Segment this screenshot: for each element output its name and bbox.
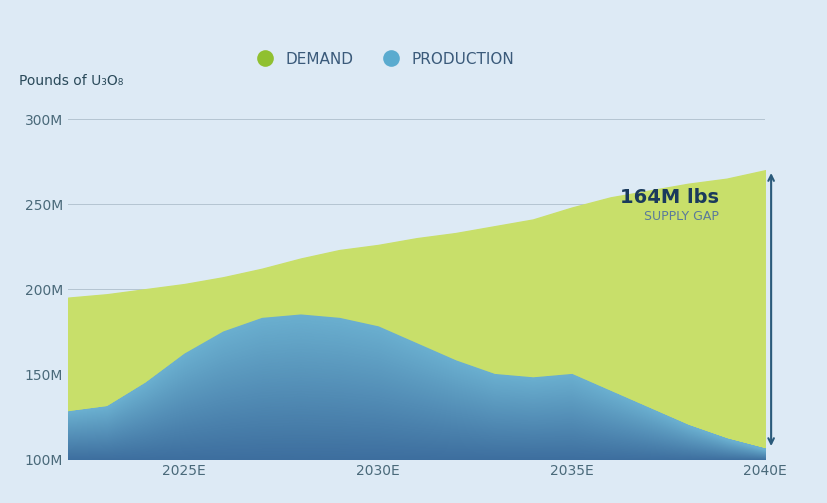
Text: Pounds of U₃O₈: Pounds of U₃O₈ bbox=[19, 74, 124, 88]
Text: SUPPLY GAP: SUPPLY GAP bbox=[644, 210, 719, 223]
Text: 164M lbs: 164M lbs bbox=[619, 188, 719, 207]
Legend: DEMAND, PRODUCTION: DEMAND, PRODUCTION bbox=[244, 46, 520, 73]
